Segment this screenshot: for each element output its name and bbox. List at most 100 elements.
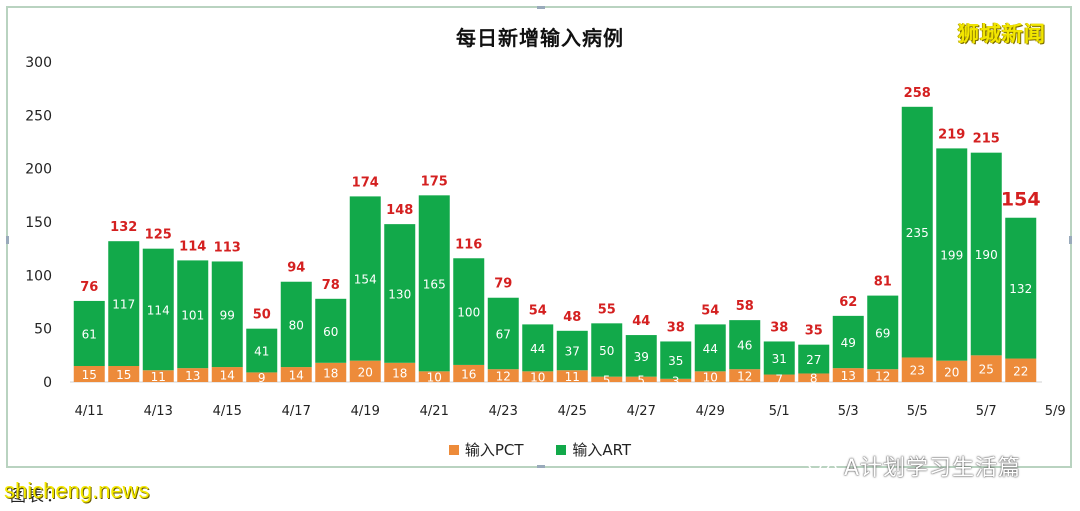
data-label-pct: 3 (672, 374, 680, 388)
data-label-total: 62 (839, 295, 857, 310)
bar-segment-pct (142, 370, 174, 382)
bar-segment-pct (211, 367, 243, 382)
data-label-art: 154 (354, 273, 377, 287)
x-tick-label: 5/5 (907, 404, 928, 419)
data-label-art: 49 (841, 336, 856, 350)
bar-segment-pct (280, 367, 312, 382)
x-tick-label: 4/21 (420, 404, 449, 419)
data-label-pct: 14 (220, 369, 235, 383)
bar-segment-art (418, 195, 450, 372)
bar-segment-art (660, 341, 692, 379)
data-label-pct: 15 (82, 368, 97, 382)
bar-segment-art (384, 224, 416, 363)
bar-segment-pct (177, 368, 209, 382)
data-label-pct: 13 (841, 369, 856, 383)
bar-segment-pct (522, 371, 554, 382)
bar-segment-art (211, 261, 243, 368)
data-label-pct: 20 (944, 365, 959, 379)
data-label-total: 125 (145, 228, 172, 243)
data-label-pct: 20 (358, 365, 373, 379)
data-label-total: 76 (80, 280, 98, 295)
legend-label-pct: 输入PCT (464, 441, 524, 459)
data-label-art: 114 (147, 303, 170, 317)
data-label-pct: 11 (151, 370, 166, 384)
data-label-total: 113 (214, 240, 241, 255)
data-label-pct: 14 (289, 369, 304, 383)
data-label-art: 60 (323, 325, 338, 339)
bar-segment-pct (556, 370, 588, 382)
bar-segment-art (280, 281, 312, 368)
bar-segment-pct (625, 376, 657, 382)
bar-segment-art (349, 196, 381, 361)
data-label-art: 199 (940, 249, 963, 263)
x-tick-label: 5/1 (769, 404, 790, 419)
data-label-art: 165 (423, 277, 446, 291)
frame-right-handle[interactable] (1069, 236, 1072, 244)
legend-label-art: 输入ART (572, 441, 632, 459)
data-label-art: 39 (634, 350, 649, 364)
bar-segment-pct (901, 357, 933, 382)
data-label-total: 174 (352, 175, 379, 190)
data-label-total: 81 (874, 275, 892, 290)
data-label-pct: 10 (703, 371, 718, 385)
data-label-total: 215 (973, 132, 1000, 147)
bar-segment-pct (108, 366, 140, 382)
data-label-total: 79 (494, 277, 512, 292)
data-label-pct: 8 (810, 372, 818, 386)
bar-segment-art (142, 248, 174, 371)
data-label-art: 235 (906, 226, 929, 240)
data-label-pct: 12 (875, 370, 890, 384)
bar-segment-art (522, 324, 554, 372)
data-label-art: 44 (703, 342, 718, 356)
stacked-bar-chart: 0501001502002503001561761511713211114125… (25, 55, 1065, 419)
bar-segment-art (315, 298, 347, 363)
bar-segment-pct (418, 371, 450, 382)
bar-segment-art (901, 106, 933, 358)
bar-segment-pct (591, 376, 623, 382)
legend-item-art: 输入ART (556, 439, 631, 460)
data-label-total: 58 (736, 299, 754, 314)
data-label-total: 114 (179, 239, 206, 254)
bar-segment-art (798, 344, 830, 374)
frame-top-handle[interactable] (537, 6, 545, 9)
frame-bottom-handle[interactable] (537, 465, 545, 468)
x-tick-label: 4/11 (75, 404, 104, 419)
frame-left-handle[interactable] (6, 236, 9, 244)
x-tick-label: 4/17 (282, 404, 311, 419)
data-label-art: 132 (1009, 282, 1032, 296)
bar-segment-art (487, 297, 519, 370)
x-tick-label: 4/27 (627, 404, 656, 419)
y-tick-label: 100 (25, 268, 52, 284)
data-label-art: 80 (289, 318, 304, 332)
data-label-art: 41 (254, 345, 269, 359)
bar-segment-pct (970, 355, 1002, 382)
bar-segment-pct (246, 372, 278, 382)
x-tick-label: 5/7 (976, 404, 997, 419)
bar-segment-art (832, 315, 864, 369)
watermark-text: A计划学习生活篇 (844, 456, 1022, 481)
bar-segment-art (625, 335, 657, 377)
data-label-art: 27 (806, 353, 821, 367)
chart-title: 每日新增输入病例 (456, 26, 624, 50)
bar-segment-pct (1005, 358, 1037, 382)
bar-segment-pct (384, 362, 416, 382)
data-label-total: 258 (904, 86, 931, 101)
x-tick-label: 4/23 (489, 404, 518, 419)
data-label-art: 100 (457, 306, 480, 320)
bar-segment-art (108, 241, 140, 366)
bar-segment-art (936, 148, 968, 361)
data-label-pct: 18 (323, 366, 338, 380)
data-label-art: 190 (975, 248, 998, 262)
bar-segment-pct (694, 371, 726, 382)
data-label-art: 46 (737, 339, 752, 353)
data-label-art: 130 (388, 287, 411, 301)
data-label-total: 154 (1001, 189, 1041, 211)
data-label-total: 55 (598, 302, 616, 317)
bar-segment-pct (936, 360, 968, 382)
data-label-pct: 11 (565, 370, 580, 384)
data-label-art: 117 (112, 298, 135, 312)
bar-segment-pct (798, 373, 830, 382)
bar-segment-pct (349, 360, 381, 382)
y-tick-label: 200 (25, 162, 52, 178)
y-tick-label: 250 (25, 108, 52, 124)
